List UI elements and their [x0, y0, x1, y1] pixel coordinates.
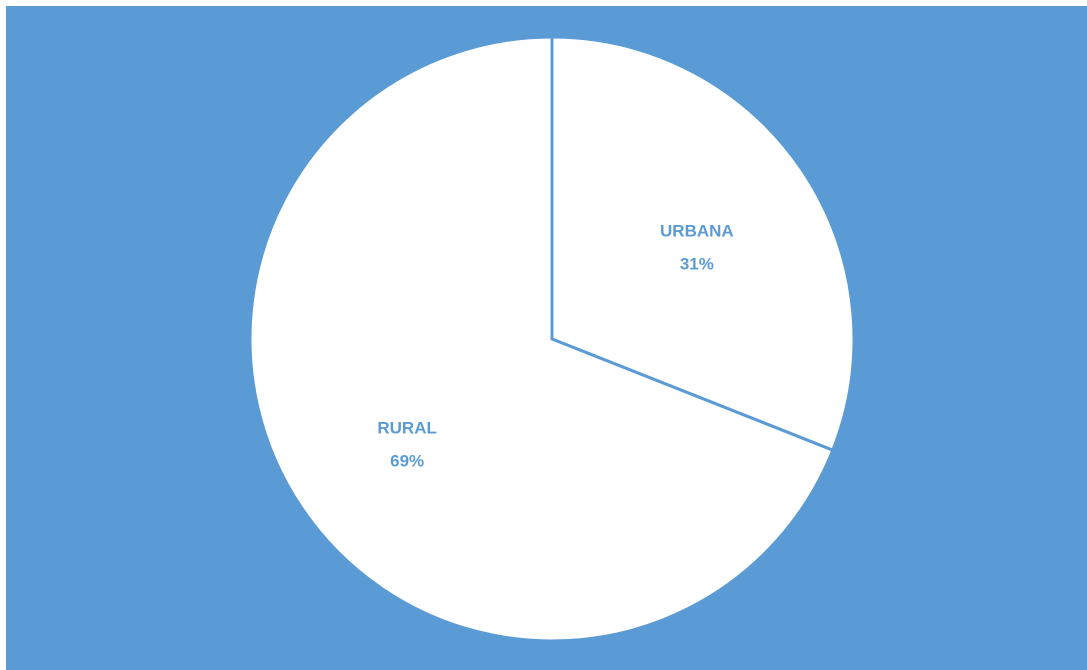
slice-label-urbana: URBANA	[660, 222, 734, 241]
pie-chart: URBANA 31% RURAL 69%	[248, 35, 856, 643]
pie-slices	[248, 35, 856, 643]
chart-area: URBANA 31% RURAL 69%	[6, 6, 1087, 670]
pie-labels: URBANA 31% RURAL 69%	[377, 222, 733, 471]
slice-value-rural: 69%	[390, 451, 424, 470]
slice-label-rural: RURAL	[377, 418, 437, 437]
pie-slice-urbana	[550, 35, 856, 453]
pie-slice-rural	[248, 35, 835, 643]
slice-value-urbana: 31%	[680, 255, 714, 274]
